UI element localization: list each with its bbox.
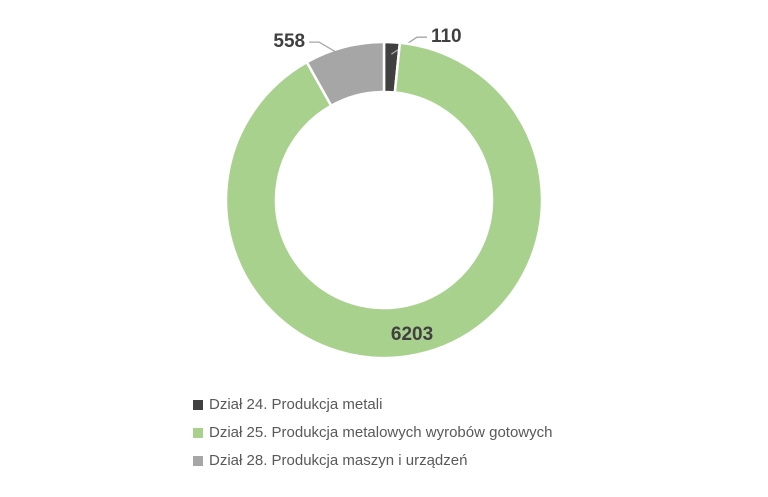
legend-label: Dział 24. Produkcja metali bbox=[209, 396, 382, 413]
legend-swatch bbox=[193, 456, 203, 466]
value-label: 6203 bbox=[391, 324, 433, 345]
value-label: 110 bbox=[431, 26, 462, 47]
leader-line bbox=[309, 41, 348, 60]
donut-slice bbox=[305, 40, 386, 108]
legend-label: Dział 25. Produkcja metalowych wyrobów g… bbox=[209, 424, 552, 441]
legend-swatch bbox=[193, 428, 203, 438]
legend-label: Dział 28. Produkcja maszyn i urządzeń bbox=[209, 452, 467, 469]
legend-swatch bbox=[193, 400, 203, 410]
donut-slice bbox=[224, 41, 544, 360]
value-label: 558 bbox=[273, 31, 305, 52]
